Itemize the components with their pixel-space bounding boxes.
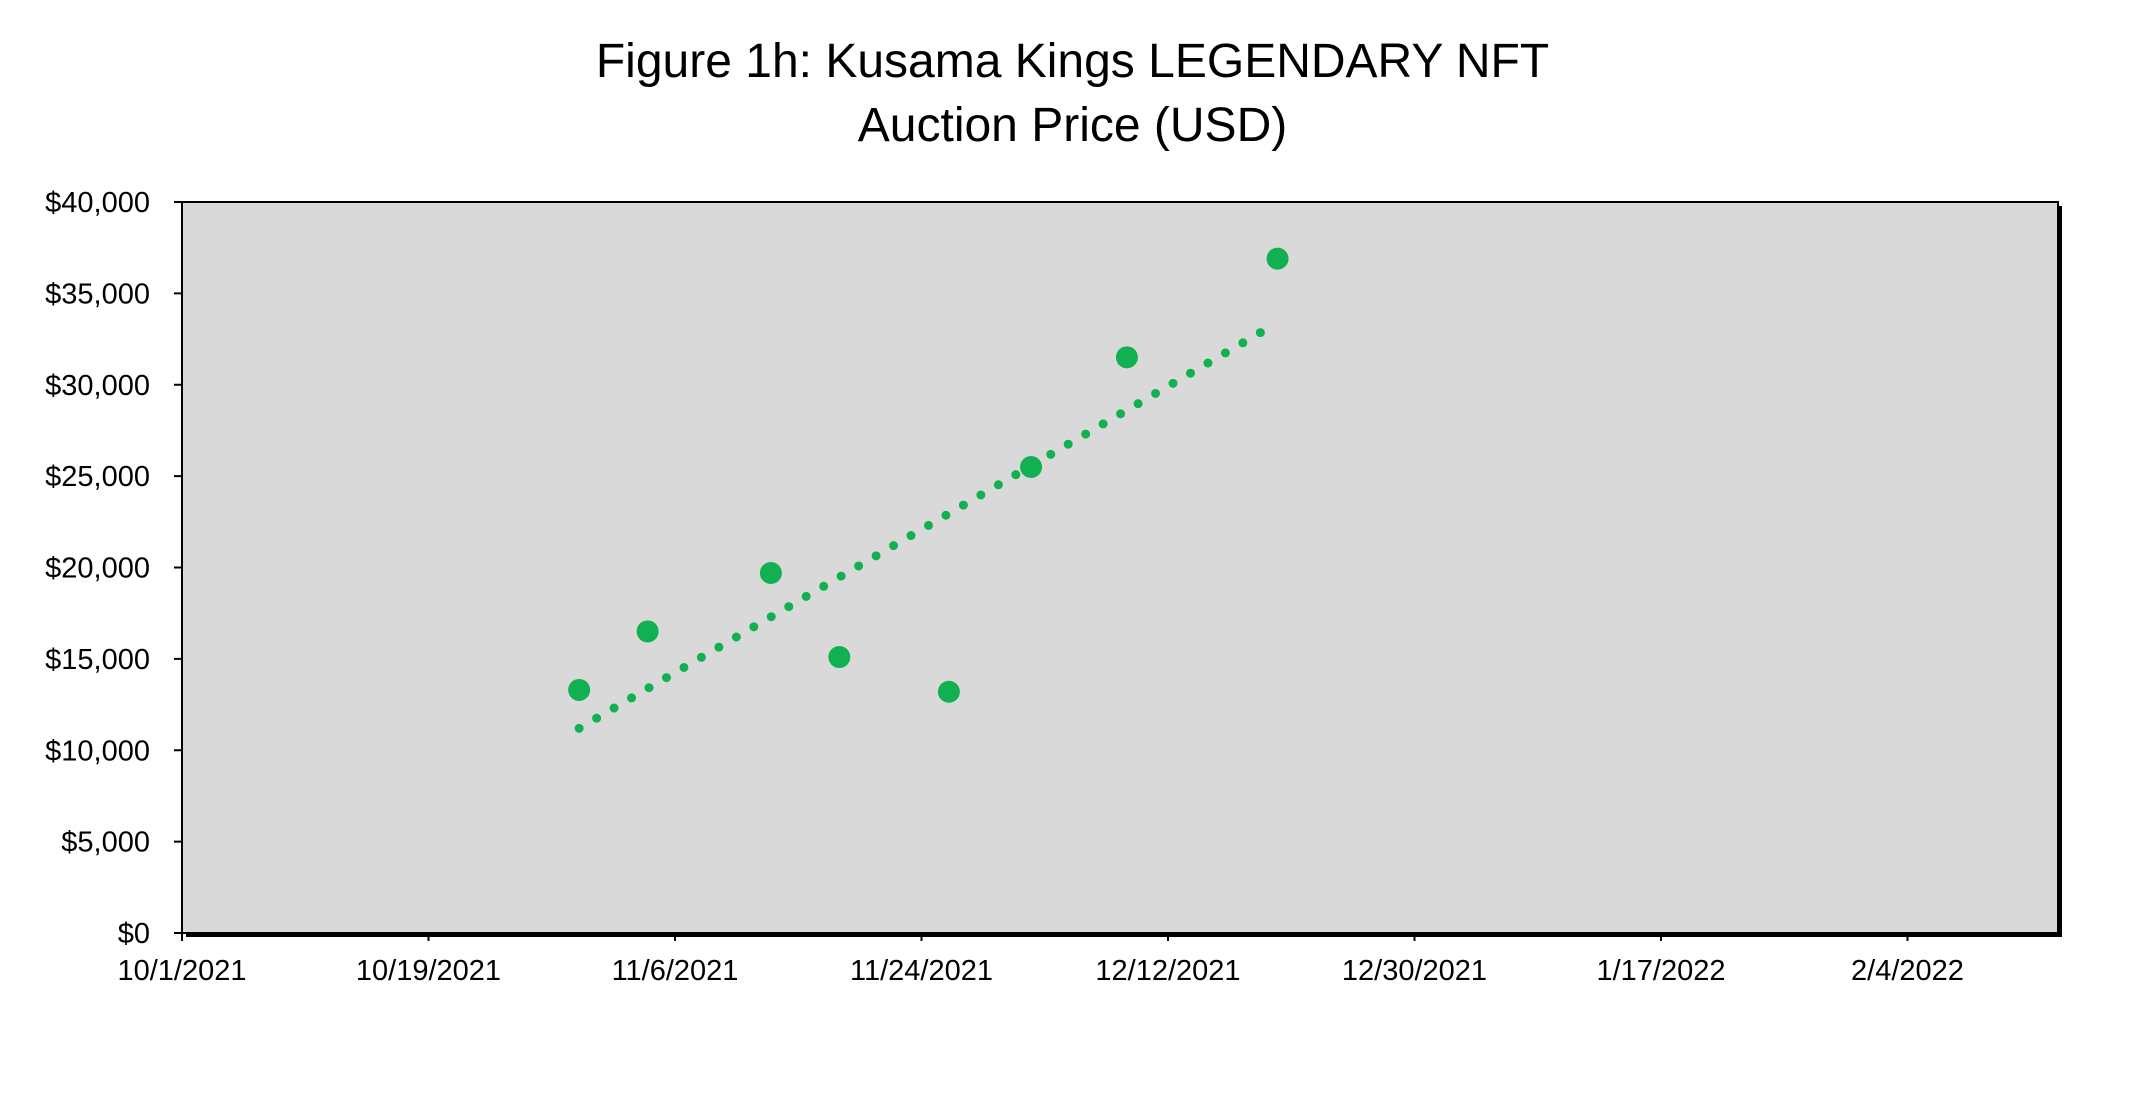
data-point (828, 646, 851, 669)
chart-title: Figure 1h: Kusama Kings LEGENDARY NFT Au… (0, 30, 2145, 158)
y-tick-label: $0 (118, 918, 150, 950)
data-point (759, 561, 782, 584)
y-tick-label: $25,000 (45, 461, 150, 493)
data-point (1115, 346, 1138, 369)
data-point (1020, 455, 1043, 478)
x-tick-label: 12/12/2021 (1095, 955, 1240, 987)
y-tick-label: $40,000 (45, 187, 150, 219)
chart-title-line-1: Figure 1h: Kusama Kings LEGENDARY NFT (595, 35, 1550, 88)
x-tick-label: 11/6/2021 (612, 955, 739, 987)
y-tick-label: $15,000 (45, 644, 150, 676)
x-tick-label: 12/30/2021 (1342, 955, 1487, 987)
y-tick-label: $10,000 (45, 735, 150, 767)
x-tick-label: 10/19/2021 (356, 955, 501, 987)
x-tick-label: 10/1/2021 (117, 955, 246, 987)
data-point (937, 680, 960, 703)
plot-area (181, 201, 2059, 934)
y-tick-label: $35,000 (45, 278, 150, 310)
chart-title-line-2: Auction Price (USD) (857, 99, 1288, 152)
trendline (574, 318, 1283, 733)
data-point (1266, 247, 1289, 270)
y-tick-label: $5,000 (61, 827, 150, 859)
x-tick-label: 11/24/2021 (850, 955, 993, 987)
y-tick-label: $20,000 (45, 553, 150, 585)
data-point (636, 620, 659, 643)
x-tick-label: 2/4/2022 (1851, 955, 1964, 987)
y-tick-label: $30,000 (45, 370, 150, 402)
x-tick-label: 1/17/2022 (1596, 955, 1725, 987)
data-point (568, 678, 591, 701)
